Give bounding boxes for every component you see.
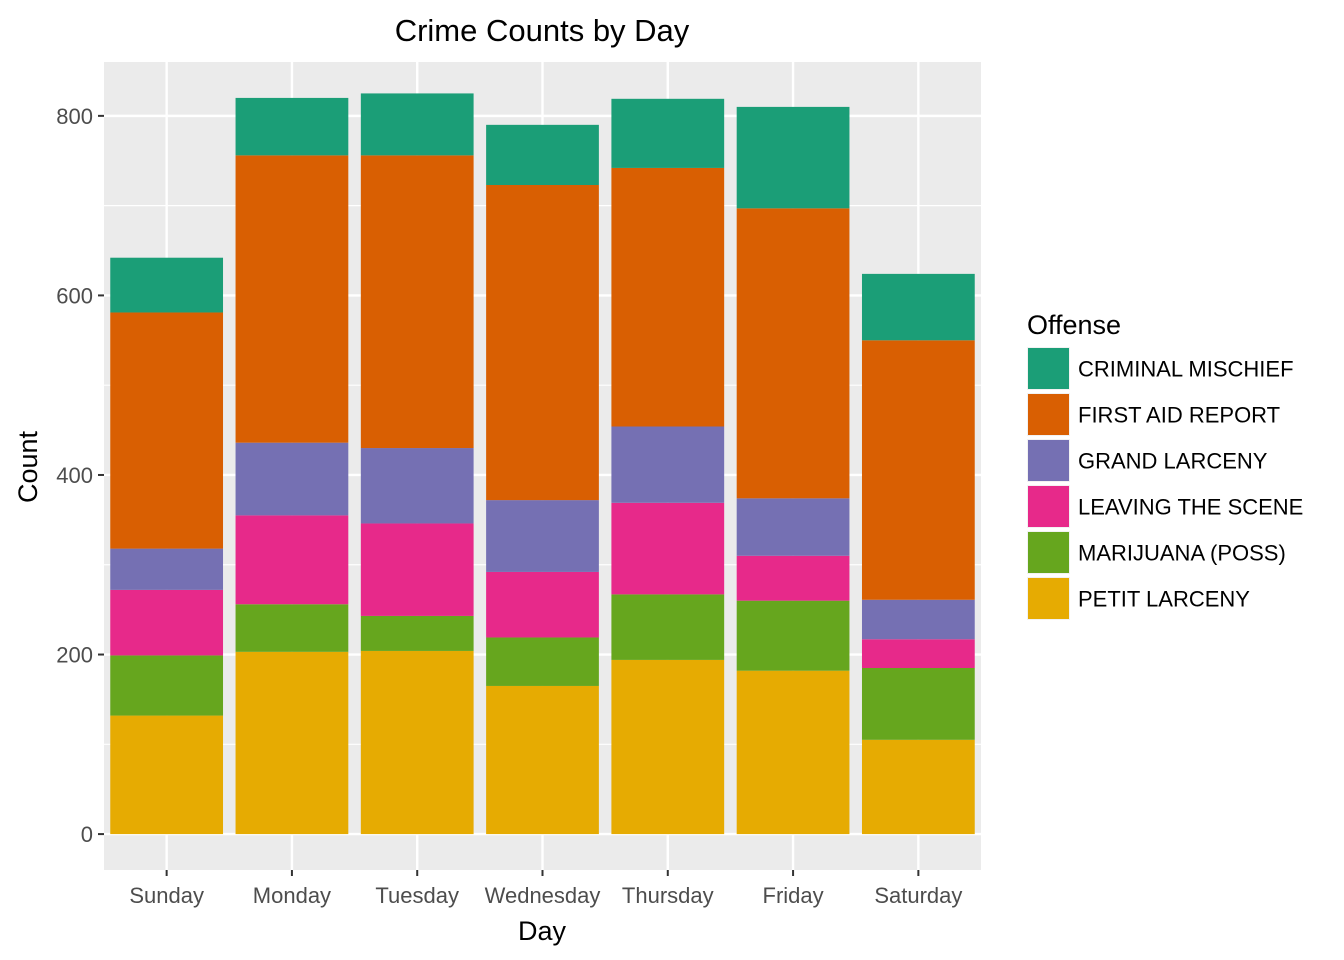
legend-label: FIRST AID REPORT xyxy=(1078,403,1280,428)
chart-title: Crime Counts by Day xyxy=(395,13,690,48)
bar-segment xyxy=(235,155,349,443)
bar-segment xyxy=(736,670,850,835)
bar-segment xyxy=(611,167,725,427)
x-axis-title: Day xyxy=(518,916,567,946)
legend-key xyxy=(1028,578,1069,619)
bar-segment xyxy=(861,340,975,600)
y-tick-label: 0 xyxy=(81,822,93,847)
bar-segment xyxy=(611,502,725,595)
legend-label: MARIJUANA (POSS) xyxy=(1078,541,1286,566)
bar-segment xyxy=(736,106,850,209)
bar-segment xyxy=(360,155,474,449)
legend-key xyxy=(1028,532,1069,573)
bar-segment xyxy=(235,515,349,605)
bar-segment xyxy=(736,498,850,556)
bar-segment xyxy=(861,599,975,640)
legend-key xyxy=(1028,394,1069,435)
bar-segment xyxy=(360,448,474,524)
y-tick-label: 600 xyxy=(56,283,93,308)
y-tick-label: 800 xyxy=(56,104,93,129)
bar-segment xyxy=(486,184,599,501)
legend-key xyxy=(1028,440,1069,481)
bar-segment xyxy=(486,685,599,835)
legend-title: Offense xyxy=(1027,310,1121,340)
bar-segment xyxy=(110,715,224,835)
x-tick-label: Tuesday xyxy=(375,883,459,908)
legend-label: GRAND LARCENY xyxy=(1078,449,1268,474)
y-axis-title: Count xyxy=(13,430,43,503)
y-axis: 0 200 400 600 800 xyxy=(56,104,104,847)
bar-segment xyxy=(110,589,224,656)
bar-segment xyxy=(486,124,599,185)
bar-segment xyxy=(235,442,349,516)
bar-segment xyxy=(360,650,474,835)
bar-segment xyxy=(736,600,850,671)
x-tick-label: Monday xyxy=(253,883,331,908)
bar-segment xyxy=(861,739,975,835)
bar-segment xyxy=(235,97,349,156)
bar-segment xyxy=(611,426,725,503)
legend: Offense CRIMINAL MISCHIEF FIRST AID REPOR… xyxy=(1027,310,1303,620)
bar-segment xyxy=(611,98,725,168)
bar-segment xyxy=(486,637,599,686)
x-tick-label: Wednesday xyxy=(485,883,601,908)
legend-key xyxy=(1028,486,1069,527)
bar-segment xyxy=(611,659,725,835)
bar-segment xyxy=(861,273,975,341)
bar-segment xyxy=(360,523,474,616)
bar-segment xyxy=(736,555,850,601)
legend-label: PETIT LARCENY xyxy=(1078,587,1250,612)
x-tick-label: Thursday xyxy=(622,883,714,908)
bar-segment xyxy=(486,500,599,572)
bar-segment xyxy=(736,208,850,499)
x-tick-label: Saturday xyxy=(874,883,962,908)
bar-segment xyxy=(611,594,725,660)
bars xyxy=(110,93,975,835)
y-tick-label: 200 xyxy=(56,643,93,668)
y-tick-label: 400 xyxy=(56,463,93,488)
x-tick-label: Sunday xyxy=(129,883,204,908)
bar-segment xyxy=(110,312,224,549)
x-axis: Sunday Monday Tuesday Wednesday Thursday Frid… xyxy=(129,870,962,908)
bar-segment xyxy=(110,655,224,716)
bar-segment xyxy=(110,548,224,590)
bar-segment xyxy=(861,639,975,668)
legend-label: CRIMINAL MISCHIEF xyxy=(1078,357,1294,382)
bar-segment xyxy=(235,651,349,835)
legend-label: LEAVING THE SCENE xyxy=(1078,495,1303,520)
x-tick-label: Friday xyxy=(763,883,824,908)
bar-segment xyxy=(110,257,224,313)
bar-segment xyxy=(486,571,599,638)
bar-segment xyxy=(360,93,474,156)
bar-segment xyxy=(235,604,349,652)
legend-key xyxy=(1028,348,1069,389)
bar-segment xyxy=(861,668,975,740)
bar-segment xyxy=(360,615,474,651)
